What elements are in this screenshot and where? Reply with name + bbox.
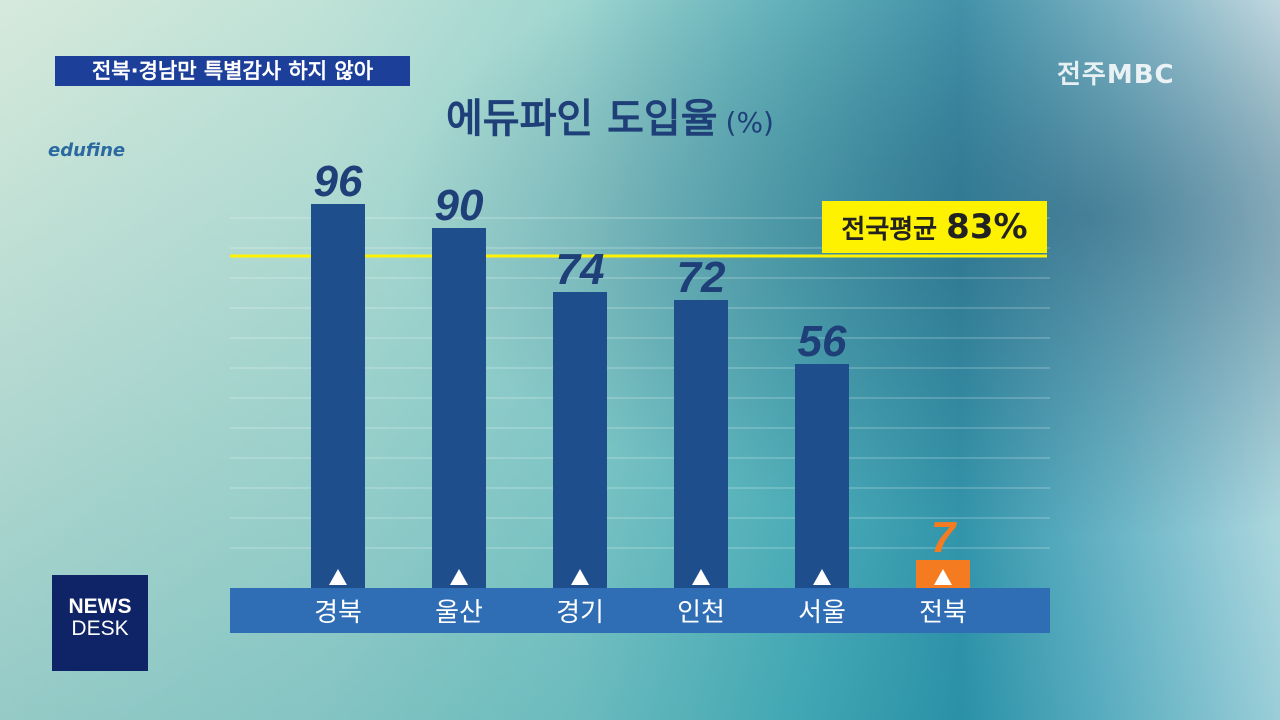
bar-경기 (553, 292, 607, 588)
newsdesk-line1: NEWS (68, 595, 132, 618)
triangle-marker (692, 569, 710, 585)
value-label: 96 (314, 157, 363, 206)
news-caption: 전북·경남만 특별감사 하지 않아 (55, 56, 410, 86)
value-label: 72 (677, 253, 726, 302)
bar-경북 (311, 204, 365, 588)
bar-인천 (674, 300, 728, 588)
value-label: 90 (435, 181, 484, 230)
newsdesk-badge: NEWS DESK (52, 575, 148, 671)
category-label: 경북 (314, 598, 362, 628)
category-label: 울산 (435, 598, 483, 628)
triangle-marker (934, 569, 952, 585)
triangle-marker (450, 569, 468, 585)
value-label: 56 (798, 317, 847, 366)
average-value: 83% (946, 207, 1028, 247)
category-label: 인천 (677, 598, 725, 628)
chart-unit: (%) (725, 106, 774, 139)
chart-title-text: 에듀파인 도입율 (446, 96, 718, 142)
chart-title: 에듀파인 도입율 (%) (446, 86, 774, 144)
average-label: 전국평균 83% (822, 201, 1047, 253)
channel-logo: 전주MBC (1057, 60, 1175, 90)
bar-울산 (432, 228, 486, 588)
triangle-marker (329, 569, 347, 585)
value-label: 74 (556, 245, 605, 294)
edufine-logo: edufine (48, 140, 126, 161)
triangle-marker (813, 569, 831, 585)
category-label-bar (230, 588, 1050, 633)
category-label: 서울 (798, 598, 846, 628)
newsdesk-line2: DESK (71, 617, 129, 640)
value-label: 7 (931, 513, 958, 562)
category-label: 경기 (556, 598, 604, 628)
average-label-text: 전국평균 (841, 215, 938, 245)
triangle-marker (571, 569, 589, 585)
category-label: 전북 (919, 598, 967, 628)
bar-서울 (795, 364, 849, 588)
